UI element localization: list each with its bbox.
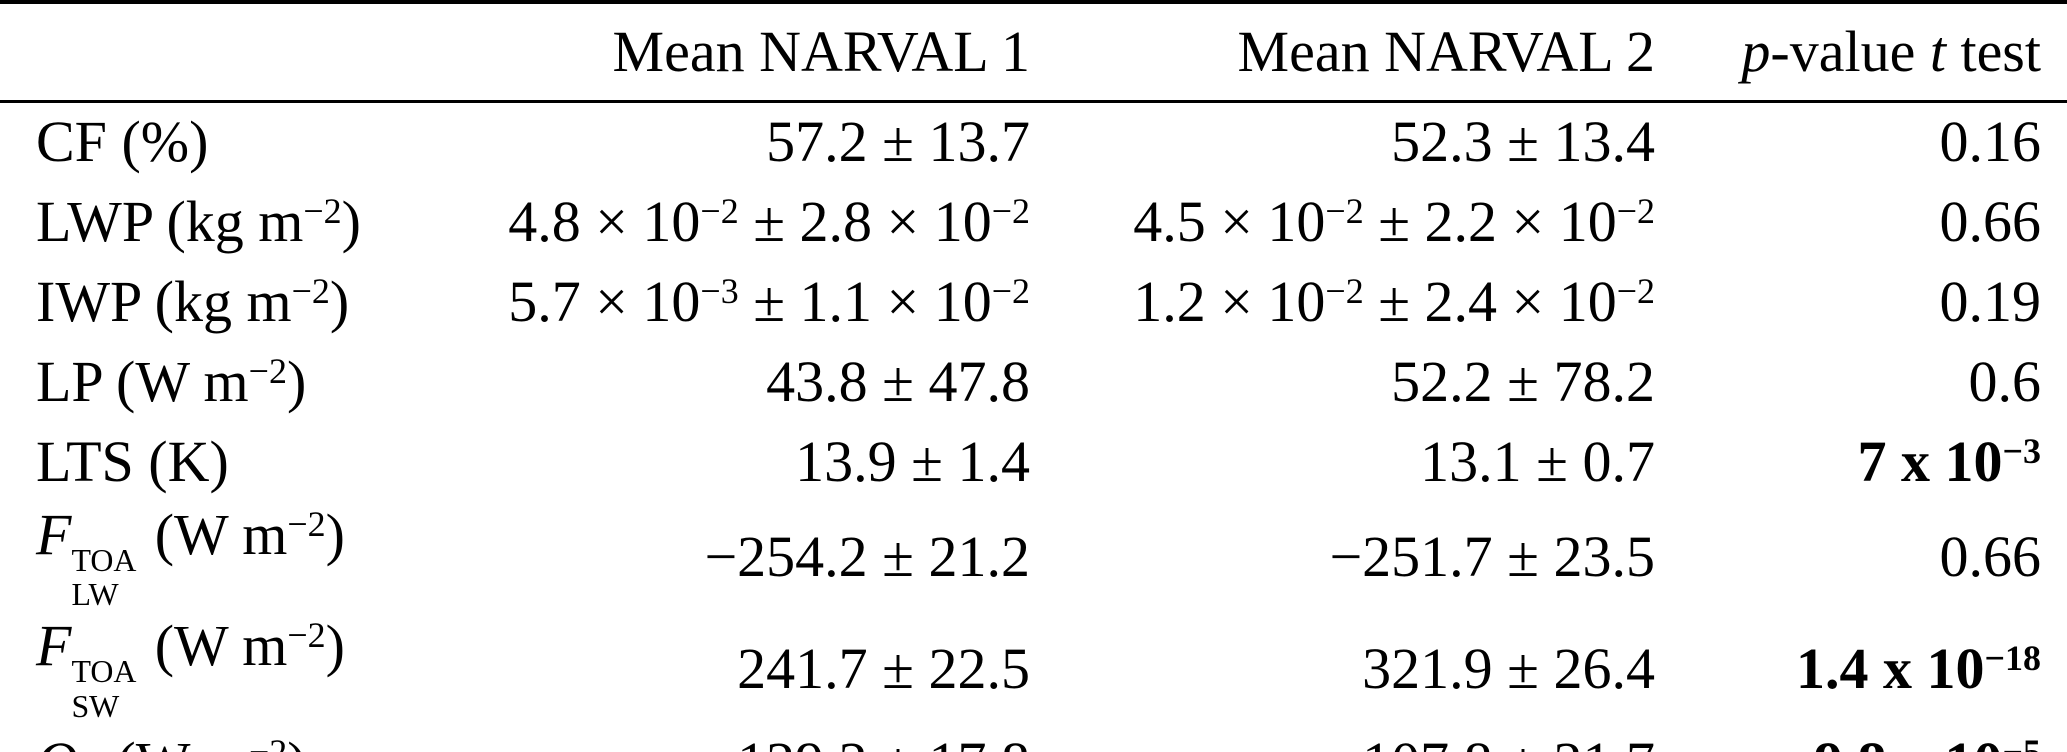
narval2-value: 52.2 ± 78.2 [1391,348,1655,414]
narval2-value: 52.3 ± 13.4 [1391,109,1655,175]
narval2-value: 321.9 ± 26.4 [1362,635,1655,701]
column-header-narval2: Mean NARVAL 2 [1030,2,1655,103]
table-row: LWP (kg m−2) 4.8 × 10−2 ± 2.8 × 10−2 4.5… [0,181,2067,261]
narval1-value: 4.8 × 10−2 ± 2.8 × 10−2 [508,188,1030,254]
narval1-value: 57.2 ± 13.7 [766,109,1030,175]
column-header-pvalue: p-value t test [1655,2,2067,103]
narval1-value: −129.2 ± 17.8 [440,724,1030,752]
narval1-value: 43.8 ± 47.8 [766,348,1030,414]
table-row: IWP (kg m−2) 5.7 × 10−3 ± 1.1 × 10−2 1.2… [0,261,2067,341]
table-row: F TOA LW (W m−2) −254.2 ± 21.2 −251.7 ± 23… [0,501,2067,612]
header-row: Mean NARVAL 1 Mean NARVAL 2 p-value t te… [0,2,2067,103]
narval2-value: −251.7 ± 23.5 [1329,524,1655,590]
column-header-narval1: Mean NARVAL 1 [440,2,1030,103]
p-value: 1.4 x 10−18 [1796,635,2041,701]
row-label: LP (W m−2) [36,348,307,414]
table-row: LTS (K) 13.9 ± 1.4 13.1 ± 0.7 7 x 10−3 [0,421,2067,501]
p-value: 0.6 [1968,348,2042,414]
narval1-value: 241.7 ± 22.5 [737,635,1030,701]
row-label: CF (%) [36,109,209,175]
row-label: LTS (K) [36,428,229,494]
table-row: LP (W m−2) 43.8 ± 47.8 52.2 ± 78.2 0.6 [0,341,2067,421]
table-row: CF (%) 57.2 ± 13.7 52.3 ± 13.4 0.16 [0,101,2067,181]
table-row: F TOA SW (W m−2) 241.7 ± 22.5 321.9 ± 26.4… [0,612,2067,723]
p-value: 9.8 x 10−5 [1655,724,2067,752]
narval1-value: 13.9 ± 1.4 [795,428,1030,494]
row-label: IWP (kg m−2) [36,268,350,334]
p-value: 0.19 [1939,268,2042,334]
table-body: CF (%) 57.2 ± 13.7 52.3 ± 13.4 0.16 LWP … [0,101,2067,752]
p-value: 0.16 [1939,109,2042,175]
row-label: LWP (kg m−2) [36,188,361,254]
narval2-value: 1.2 × 10−2 ± 2.4 × 10−2 [1133,268,1655,334]
narval2-value: 13.1 ± 0.7 [1420,428,1655,494]
table-header: Mean NARVAL 1 Mean NARVAL 2 p-value t te… [0,2,2067,103]
p-value: 0.66 [1939,188,2042,254]
row-label: F TOA SW (W m−2) [36,613,345,724]
p-value: 7 x 10−3 [1857,428,2041,494]
narval2-value: 4.5 × 10−2 ± 2.2 × 10−2 [1133,188,1655,254]
table-row: QR (W m−2) −129.2 ± 17.8 −107.8 ± 21.7 9… [0,724,2067,752]
row-label: F TOA LW (W m−2) [36,502,345,613]
p-value: 0.66 [1939,524,2042,590]
narval1-value: −254.2 ± 21.2 [704,524,1030,590]
narval1-value: 5.7 × 10−3 ± 1.1 × 10−2 [508,268,1030,334]
column-header-variable [0,2,440,103]
row-label: QR (W m−2) [0,724,440,752]
narval2-value: −107.8 ± 21.7 [1030,724,1655,752]
